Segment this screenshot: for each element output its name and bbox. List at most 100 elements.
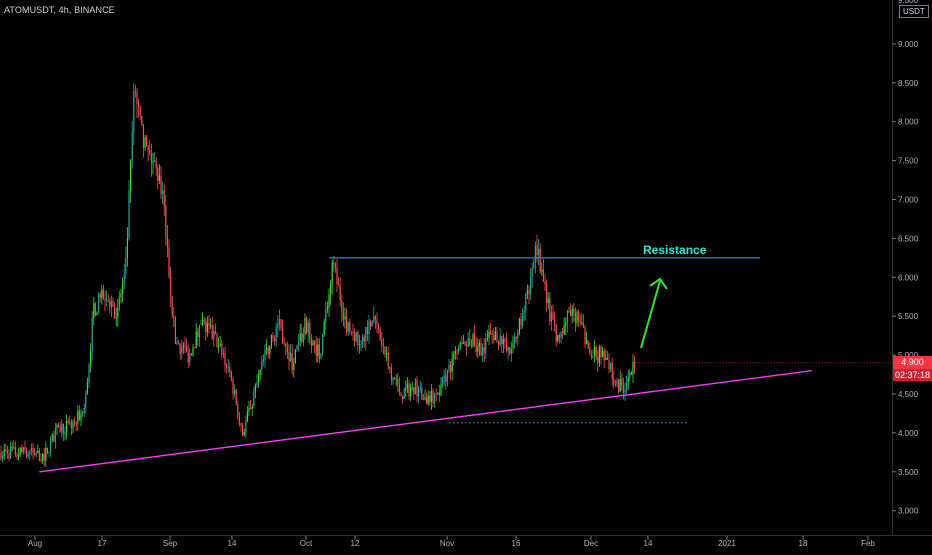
candle-body: [488, 331, 490, 338]
candle-body: [53, 434, 55, 442]
time-tick-label: 14: [228, 539, 237, 548]
candle-body: [272, 335, 274, 339]
candle-body: [171, 296, 173, 316]
candle-body: [440, 384, 442, 396]
candle-body: [544, 281, 546, 285]
candle-body: [299, 332, 301, 341]
candle-body: [619, 378, 621, 392]
candle-body: [163, 190, 165, 206]
candle-body: [518, 318, 520, 334]
candle-body: [254, 385, 256, 392]
candle-body: [93, 303, 95, 318]
candle-body: [216, 333, 218, 348]
candle-body: [144, 137, 146, 148]
candle-body: [30, 447, 32, 451]
candle-body: [467, 338, 469, 347]
candle-body: [152, 160, 154, 164]
candle-body: [360, 344, 362, 346]
candle-body: [26, 450, 28, 457]
candle-body: [83, 407, 85, 413]
candle-body: [362, 336, 364, 345]
candle-body: [280, 319, 282, 328]
price-tick-label: 4.500: [898, 390, 919, 399]
candle-body: [629, 371, 631, 378]
candle-body: [120, 294, 122, 298]
candle-body: [109, 300, 111, 307]
candle-body: [394, 377, 396, 380]
candle-body: [59, 426, 61, 433]
candle-body: [141, 115, 143, 125]
candle-body: [248, 407, 250, 412]
candle-body: [101, 289, 103, 298]
candle-body: [627, 377, 629, 383]
candle-body: [203, 319, 205, 321]
candle-body: [298, 340, 300, 346]
candle-body: [509, 347, 511, 354]
candle-body: [611, 363, 613, 379]
candle-body: [202, 319, 204, 324]
candle-body: [456, 350, 458, 352]
candle-body: [542, 269, 544, 282]
candle-body: [117, 307, 119, 318]
time-tick-label: Dec: [584, 539, 598, 548]
candle-body: [176, 342, 178, 344]
candle-body: [587, 340, 589, 349]
candle-body: [147, 145, 149, 151]
candle-body: [634, 361, 636, 369]
candle-body: [435, 393, 437, 395]
candle-body: [139, 107, 141, 116]
candle-body: [98, 294, 100, 313]
candle-body: [246, 411, 248, 422]
candle-body: [46, 447, 48, 453]
candle-body: [434, 393, 436, 403]
candle-body: [78, 410, 80, 420]
support-trendline: [39, 370, 812, 473]
candle-body: [347, 322, 349, 333]
candle-body: [472, 334, 474, 346]
candle-body: [157, 167, 159, 181]
candle-body: [603, 350, 605, 360]
candle-body: [168, 247, 170, 278]
candle-body: [501, 336, 503, 345]
candle-body: [222, 353, 224, 355]
candle-body: [461, 343, 463, 344]
candle-body: [382, 345, 384, 347]
candle-body: [432, 390, 434, 403]
time-tick-label: 12: [351, 539, 360, 548]
candle-body: [218, 344, 220, 348]
candle-body: [237, 404, 239, 417]
candle-body: [357, 332, 359, 345]
candle-body: [630, 371, 632, 376]
symbol-label[interactable]: ATOMUSDT, 4h, BINANCE: [4, 5, 115, 15]
candle-body: [250, 407, 252, 409]
candle-body: [226, 365, 228, 369]
price-tick-label: 6.000: [898, 273, 919, 282]
candle-body: [243, 432, 245, 436]
candle-body: [240, 423, 242, 426]
time-tick-label: 2021: [718, 539, 736, 548]
candle-body: [58, 424, 60, 427]
candle-body: [232, 379, 234, 395]
currency-badge[interactable]: USDT: [899, 5, 929, 18]
price-tick-label: 3.000: [898, 507, 919, 516]
candle-body: [314, 341, 316, 345]
time-tick-label: Nov: [440, 539, 454, 548]
candle-body: [184, 345, 186, 347]
candle-body: [589, 348, 591, 355]
candle-body: [14, 447, 16, 455]
candle-body: [29, 450, 31, 455]
candle-body: [173, 315, 175, 318]
candle-body: [50, 439, 52, 452]
candle-body: [322, 334, 324, 355]
candle-body: [197, 331, 199, 338]
candle-body: [528, 290, 530, 295]
candle-body: [371, 322, 373, 327]
candle-body: [466, 345, 468, 347]
candle-body: [624, 389, 626, 393]
candle-body: [125, 257, 127, 275]
candle-body: [234, 389, 236, 395]
candle-body: [238, 416, 240, 424]
candle-body: [482, 347, 484, 356]
